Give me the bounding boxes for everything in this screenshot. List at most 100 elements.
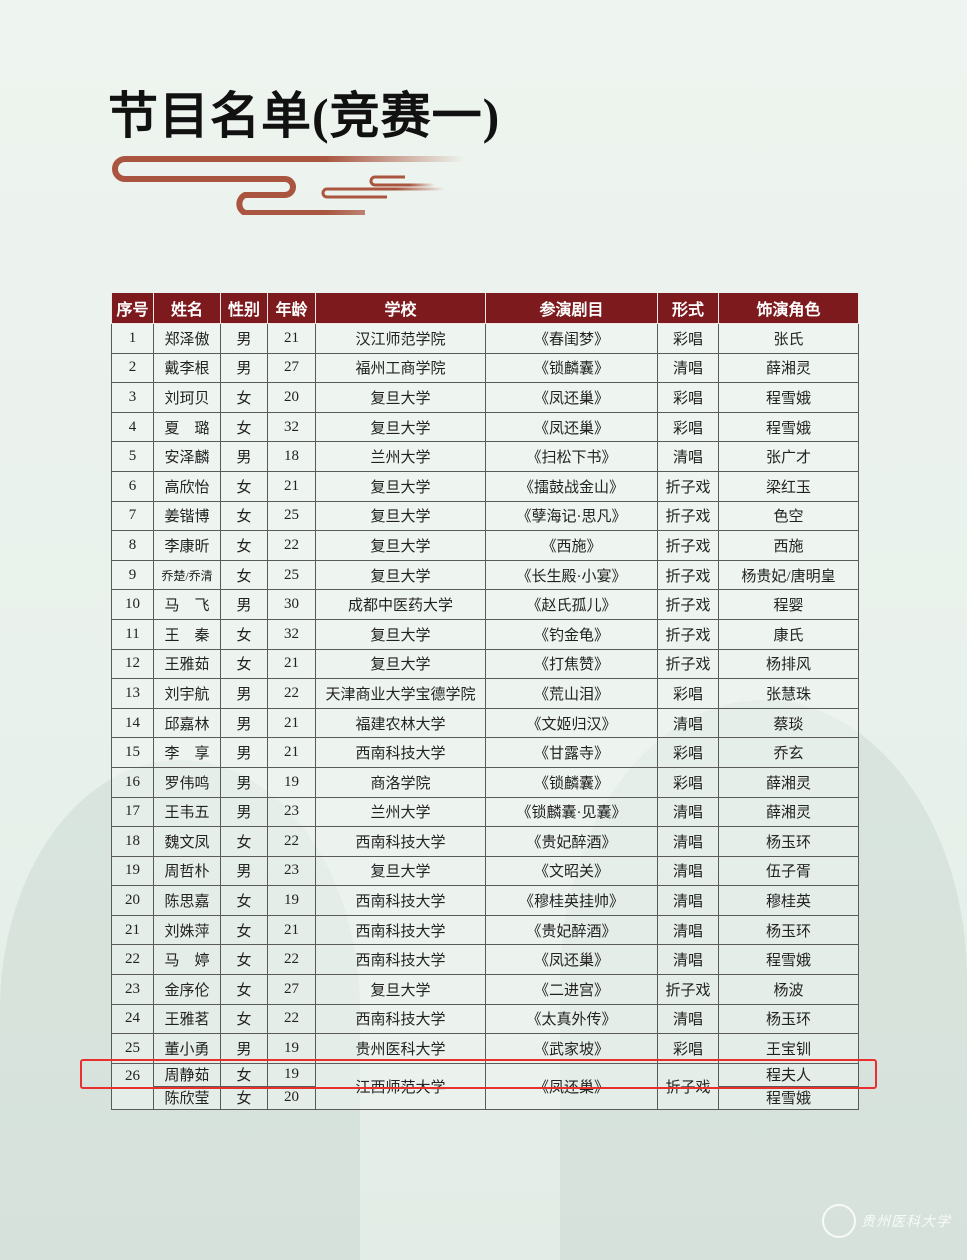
cell-gender: 男	[220, 796, 268, 828]
cell-form: 彩唱	[657, 411, 719, 443]
cell-gender: 女	[220, 1062, 268, 1087]
cloud-ornament	[112, 156, 465, 215]
cell-age: 21	[267, 914, 316, 946]
cell-role: 色空	[718, 500, 859, 532]
cell-age: 27	[267, 974, 316, 1005]
cell-school: 复旦大学	[315, 648, 486, 680]
cell-play: 《锁麟囊·见囊》	[485, 796, 658, 828]
logo-text: 贵州医科大学	[861, 1215, 951, 1230]
table-row: 14 邱嘉林男 21 福建农林大学 《文姬归汉》 清唱 蔡琰	[111, 707, 859, 739]
table-row: 12 王雅茹女 21 复旦大学 《打焦赞》 折子戏 杨排风	[111, 648, 859, 680]
cell-form: 折子戏	[657, 530, 719, 561]
cell-name: 刘珂贝	[153, 382, 221, 413]
cell-form: 折子戏	[657, 559, 719, 591]
cell-name: 王 秦	[153, 618, 221, 650]
cell-form: 彩唱	[657, 382, 719, 413]
cell-name: 安泽麟	[153, 441, 221, 472]
cell-age: 22	[267, 678, 316, 709]
cell-role: 薛湘灵	[718, 352, 859, 384]
cell-no: 12	[111, 648, 154, 680]
cell-play: 《赵氏孤儿》	[485, 589, 658, 620]
cell-name: 高欣怡	[153, 470, 221, 502]
cell-gender: 女	[220, 826, 268, 857]
cell-role: 杨排风	[718, 648, 859, 680]
cell-gender: 男	[220, 1033, 268, 1064]
header-role: 饰演角色	[718, 293, 859, 324]
cell-name: 王雅茗	[153, 1003, 221, 1035]
table-row: 6 高欣怡女 21 复旦大学 《擂鼓战金山》 折子戏 梁红玉	[111, 470, 859, 502]
header-name: 姓名	[153, 293, 221, 324]
table-row: 9 乔楚/乔清女 25 复旦大学 《长生殿·小宴》 折子戏 杨贵妃/唐明皇	[111, 559, 859, 591]
table-row: 2 戴李根男 27 福州工商学院 《锁麟囊》 清唱 薛湘灵	[111, 352, 859, 384]
cell-play: 《西施》	[485, 530, 658, 561]
cell-school: 福州工商学院	[315, 352, 486, 384]
cell-age: 20	[267, 382, 316, 413]
table-row: 13 刘宇航男 22 天津商业大学宝德学院 《荒山泪》 彩唱 张慧珠	[111, 678, 859, 709]
cell-name: 陈思嘉	[153, 885, 221, 916]
cell-form: 折子戏	[657, 618, 719, 650]
program-table: 序号 姓名 性别 年龄 学校 参演剧目 形式 饰演角色 1 郑泽傲男 21 汉江师范学院 《春闺梦》彩…	[111, 293, 859, 1110]
cell-play: 《钓金龟》	[485, 618, 658, 650]
cell-no: 2	[111, 352, 154, 384]
cell-form: 清唱	[657, 826, 719, 857]
cell-name: 马 飞	[153, 589, 221, 620]
header-form: 形式	[657, 293, 719, 324]
university-logo: 贵州医科大学	[822, 1204, 957, 1238]
table-row: 5 安泽麟男 18 兰州大学 《扫松下书》 清唱 张广才	[111, 441, 859, 472]
cell-role: 张慧珠	[718, 678, 859, 709]
cell-no: 14	[111, 707, 154, 739]
cell-gender: 男	[220, 707, 268, 739]
cell-gender: 女	[220, 1003, 268, 1035]
cell-gender: 男	[220, 441, 268, 472]
cell-form: 折子戏	[657, 500, 719, 532]
cell-gender: 女	[220, 944, 268, 976]
cell-school: 汉江师范学院	[315, 323, 486, 354]
cell-name: 周哲朴	[153, 855, 221, 887]
cell-name: 李康昕	[153, 530, 221, 561]
cell-school: 复旦大学	[315, 470, 486, 502]
table-row: 22 马 婷女 22 西南科技大学 《凤还巢》 清唱 程雪娥	[111, 944, 859, 976]
cell-play: 《文姬归汉》	[485, 707, 658, 739]
cell-name: 郑泽傲	[153, 323, 221, 354]
cell-role: 程雪娥	[718, 944, 859, 976]
cell-role: 杨玉环	[718, 914, 859, 946]
cell-play: 《凤还巢》	[485, 944, 658, 976]
cell-role: 程夫人	[718, 1062, 859, 1087]
cell-age: 21	[267, 707, 316, 739]
cell-school: 复旦大学	[315, 618, 486, 650]
cell-no: 6	[111, 470, 154, 502]
cell-age: 22	[267, 944, 316, 976]
cell-form: 彩唱	[657, 323, 719, 354]
cell-age: 20	[267, 1085, 316, 1110]
cell-age: 32	[267, 618, 316, 650]
cell-school: 西南科技大学	[315, 885, 486, 916]
cell-age: 21	[267, 648, 316, 680]
cell-school: 西南科技大学	[315, 944, 486, 976]
cell-no: 22	[111, 944, 154, 976]
cell-no: 15	[111, 737, 154, 768]
cell-role: 西施	[718, 530, 859, 561]
cell-gender: 男	[220, 352, 268, 384]
table-row: 17 王韦五男 23 兰州大学 《锁麟囊·见囊》 清唱 薛湘灵	[111, 796, 859, 828]
cell-age: 19	[267, 1033, 316, 1064]
cell-play: 《甘露寺》	[485, 737, 658, 768]
cell-play: 《武家坡》	[485, 1033, 658, 1064]
table-row: 10 马 飞男 30 成都中医药大学 《赵氏孤儿》 折子戏 程婴	[111, 589, 859, 620]
cell-gender: 女	[220, 914, 268, 946]
cell-play: 《二进宫》	[485, 974, 658, 1005]
table-header-row: 序号 姓名 性别 年龄 学校 参演剧目 形式 饰演角色	[111, 293, 859, 324]
cell-no: 7	[111, 500, 154, 532]
cell-play: 《孽海记·思凡》	[485, 500, 658, 532]
cell-name: 乔楚/乔清	[153, 559, 221, 591]
cell-age: 27	[267, 352, 316, 384]
cell-name: 周静茹	[153, 1062, 221, 1087]
cell-gender: 男	[220, 323, 268, 354]
cell-school: 商洛学院	[315, 766, 486, 798]
cell-school: 兰州大学	[315, 441, 486, 472]
header-play: 参演剧目	[485, 293, 658, 324]
cell-gender: 女	[220, 885, 268, 916]
cell-role: 程婴	[718, 589, 859, 620]
cell-age: 19	[267, 885, 316, 916]
cell-gender: 男	[220, 737, 268, 768]
cell-play: 《凤还巢》	[485, 411, 658, 443]
